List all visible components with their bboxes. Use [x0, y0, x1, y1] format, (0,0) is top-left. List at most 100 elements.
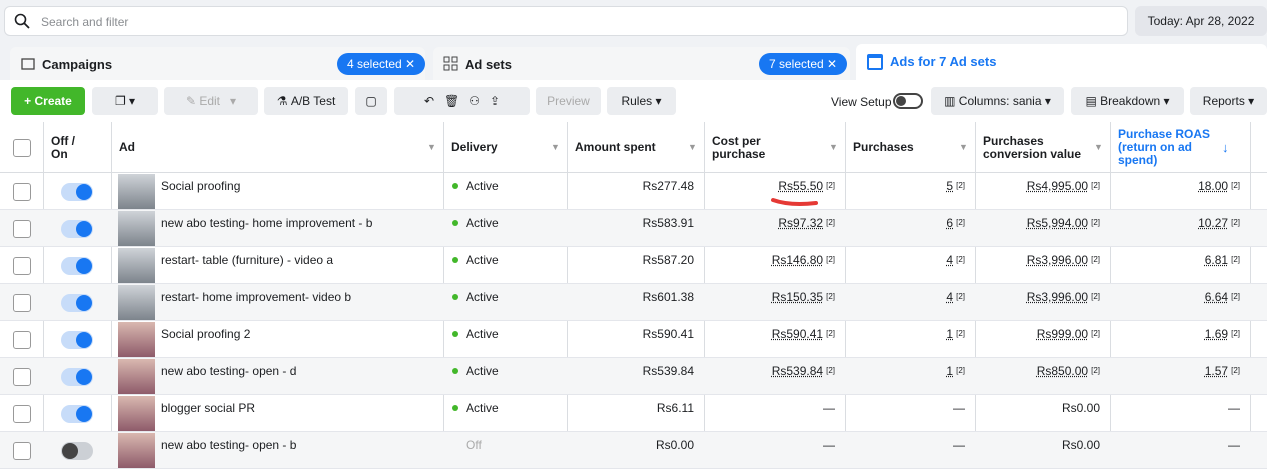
column-header[interactable]: Purchases conversion value: [975, 122, 1110, 173]
footnote: [2]: [1091, 329, 1100, 338]
table-row: [0, 395, 1267, 432]
delivery-text: Active: [466, 363, 499, 378]
icon-button[interactable]: ▢: [355, 87, 387, 115]
ad-name[interactable]: new abo testing- open - d: [161, 364, 296, 378]
metric-value[interactable]: Rs999.00: [1036, 326, 1089, 341]
breakdown-button[interactable]: ▤ Breakdown ▾: [1071, 87, 1184, 115]
toggle-knob: [76, 369, 92, 385]
ads-tab[interactable]: Ads for 7 Ad sets: [856, 44, 1267, 84]
column-header[interactable]: Off / On: [43, 122, 111, 173]
metric-value: Rs587.20: [642, 252, 694, 267]
metric-value: —: [1228, 400, 1240, 415]
metric-value[interactable]: Rs3,996.00: [1026, 289, 1089, 304]
date-picker[interactable]: Today: Apr 28, 2022: [1135, 6, 1267, 36]
column-header[interactable]: Cost per purchase: [704, 122, 845, 173]
view-setup-toggle[interactable]: [893, 93, 923, 109]
edit-button[interactable]: ✎ Edit ▾: [164, 87, 258, 115]
metric-value[interactable]: 5: [946, 178, 954, 193]
metric-cell: 6 [2]: [845, 210, 975, 235]
footnote: [2]: [826, 181, 835, 190]
table-row: [0, 210, 1267, 247]
row-checkbox[interactable]: [13, 368, 31, 386]
metric-value[interactable]: 4: [946, 252, 954, 267]
toggle-knob: [76, 295, 92, 311]
footnote: [2]: [956, 329, 965, 338]
metric-value[interactable]: 6.81: [1204, 252, 1229, 267]
metric-value: Rs590.41: [642, 326, 694, 341]
metric-value[interactable]: Rs146.80: [771, 252, 824, 267]
ab-test-button[interactable]: ⚗ A/B Test: [264, 87, 348, 115]
selected-pill[interactable]: 4 selected ✕: [337, 53, 426, 75]
metric-value[interactable]: 1: [946, 363, 954, 378]
columns-button[interactable]: ▥ Columns: sania ▾: [931, 87, 1064, 115]
button-label: A/B Test: [290, 94, 336, 108]
row-checkbox[interactable]: [13, 220, 31, 238]
metric-value[interactable]: 1: [946, 326, 954, 341]
metric-value[interactable]: 10.27: [1198, 215, 1229, 230]
metric-value[interactable]: Rs4,995.00: [1026, 178, 1089, 193]
metric-value[interactable]: Rs150.35: [771, 289, 824, 304]
ad-name[interactable]: restart- home improvement- video b: [161, 290, 351, 304]
metric-value[interactable]: 6: [946, 215, 954, 230]
footnote: [2]: [826, 255, 835, 264]
header-checkbox[interactable]: [13, 139, 31, 157]
row-checkbox[interactable]: [13, 183, 31, 201]
ad-name[interactable]: Social proofing 2: [161, 327, 250, 341]
ad-name-text: Social proofing: [161, 179, 241, 193]
metric-value: Rs277.48: [642, 178, 694, 193]
ad-name[interactable]: Social proofing: [161, 179, 240, 193]
ad-name[interactable]: restart- table (furniture) - video a: [161, 253, 333, 267]
toggle[interactable]: [61, 368, 93, 386]
column-header[interactable]: Amount spent: [567, 122, 704, 173]
toggle[interactable]: [61, 294, 93, 312]
column-header[interactable]: Purchases: [845, 122, 975, 173]
status-dot: [452, 367, 458, 374]
metric-value[interactable]: Rs97.32: [778, 215, 824, 230]
selected-pill[interactable]: 7 selected ✕: [759, 53, 848, 75]
create-button[interactable]: + Create: [11, 87, 85, 115]
metric-value[interactable]: Rs850.00: [1036, 363, 1089, 378]
delivery: Active: [452, 247, 499, 272]
metric-value[interactable]: Rs590.41: [771, 326, 824, 341]
toggle[interactable]: [61, 257, 93, 275]
reports-button[interactable]: Reports ▾: [1190, 87, 1267, 115]
metric-value[interactable]: Rs539.84: [771, 363, 824, 378]
column-header[interactable]: Purchase ROAS (return on ad spend): [1110, 122, 1250, 173]
toggle[interactable]: [61, 183, 93, 201]
metric-cell: Rs5,994.00 [2]: [975, 210, 1110, 235]
preview-button[interactable]: Preview: [536, 87, 601, 115]
footnote: [2]: [826, 218, 835, 227]
duplicate-button[interactable]: ❐ ▾: [92, 87, 158, 115]
ad-name[interactable]: new abo testing- home improvement - b: [161, 216, 372, 230]
column-header[interactable]: Ad: [111, 122, 443, 173]
toggle[interactable]: [61, 331, 93, 349]
rules-button[interactable]: Rules ▾: [607, 87, 676, 115]
metric-value[interactable]: Rs3,996.00: [1026, 252, 1089, 267]
metric-value[interactable]: 18.00: [1198, 178, 1229, 193]
toggle[interactable]: [61, 220, 93, 238]
search-bar[interactable]: Search and filter: [4, 6, 1128, 36]
toggle[interactable]: [61, 405, 93, 423]
metric-value[interactable]: 6.64: [1204, 289, 1229, 304]
metric-value[interactable]: 4: [946, 289, 954, 304]
metric-cell: —: [704, 395, 845, 420]
thumbnail: [118, 174, 155, 209]
ad-name[interactable]: blogger social PR: [161, 401, 255, 415]
footnote: [2]: [956, 181, 965, 190]
icon-button-group[interactable]: ↶ 🗑 ⚇ ⇪: [394, 87, 530, 115]
metric-value[interactable]: 1.69: [1204, 326, 1229, 341]
header-label: Delivery: [451, 140, 498, 154]
metric-value[interactable]: Rs55.50: [778, 178, 824, 193]
metric-value[interactable]: Rs5,994.00: [1026, 215, 1089, 230]
ad-name[interactable]: new abo testing- open - b: [161, 438, 296, 452]
metric-cell: 1 [2]: [845, 358, 975, 383]
row-checkbox[interactable]: [13, 257, 31, 275]
metric-cell: Rs850.00 [2]: [975, 358, 1110, 383]
metric-value[interactable]: 1.57: [1204, 363, 1229, 378]
row-checkbox[interactable]: [13, 294, 31, 312]
row-checkbox[interactable]: [13, 331, 31, 349]
row-checkbox[interactable]: [13, 405, 31, 423]
metric-cell: 1.57 [2]: [1110, 358, 1250, 383]
column-header[interactable]: Delivery: [443, 122, 567, 173]
thumbnail: [118, 396, 155, 431]
